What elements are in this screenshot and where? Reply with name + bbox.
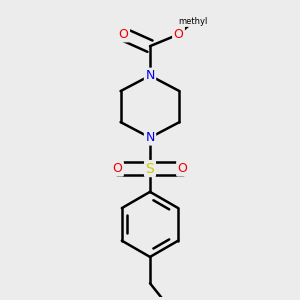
Text: O: O bbox=[112, 162, 122, 175]
Text: N: N bbox=[145, 69, 155, 82]
Text: N: N bbox=[145, 131, 155, 144]
Text: methyl: methyl bbox=[179, 17, 208, 26]
Text: O: O bbox=[174, 28, 184, 41]
Text: O: O bbox=[178, 162, 188, 175]
Text: O: O bbox=[119, 28, 129, 41]
Text: S: S bbox=[146, 162, 154, 176]
